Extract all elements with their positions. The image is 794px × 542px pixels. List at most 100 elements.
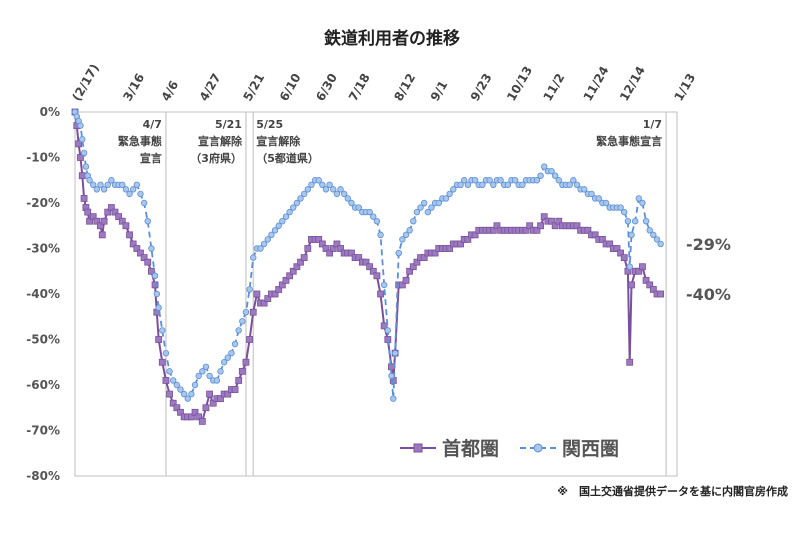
data-point <box>540 213 548 221</box>
data-point <box>249 308 257 316</box>
data-point <box>206 390 213 398</box>
event-annotation-text: 4/7 <box>143 118 162 131</box>
data-point <box>406 227 413 234</box>
data-point <box>522 226 530 234</box>
data-point <box>362 258 370 266</box>
x-tick-label: 4/27 <box>197 71 224 103</box>
data-point <box>304 245 312 252</box>
data-point <box>133 245 141 252</box>
legend-label: 関西圏 <box>562 438 619 460</box>
data-point <box>595 195 602 202</box>
data-point <box>471 231 479 239</box>
data-point <box>166 368 173 375</box>
data-point <box>620 254 628 262</box>
data-point <box>77 122 84 129</box>
legend-label: 首都圏 <box>442 437 499 460</box>
data-point <box>97 181 104 188</box>
data-point <box>322 186 330 193</box>
data-point <box>93 186 101 193</box>
data-point <box>497 177 504 184</box>
data-point <box>366 208 373 216</box>
series-1 <box>71 108 664 402</box>
data-point <box>153 290 161 298</box>
data-point <box>461 177 468 184</box>
data-point <box>100 186 108 193</box>
data-point <box>140 254 148 262</box>
data-point <box>333 240 341 248</box>
data-point <box>626 358 634 366</box>
data-point <box>526 222 534 230</box>
data-point <box>84 208 92 216</box>
data-point <box>293 199 301 207</box>
data-point <box>333 190 341 198</box>
data-point <box>450 186 457 193</box>
data-point <box>169 399 177 407</box>
data-point <box>293 263 301 271</box>
data-point <box>304 186 311 193</box>
data-point <box>107 204 115 211</box>
data-point <box>348 249 355 257</box>
data-point <box>377 231 384 239</box>
data-point <box>493 222 501 230</box>
data-point <box>548 167 555 175</box>
data-point <box>97 222 104 230</box>
data-point <box>151 272 159 279</box>
y-tick-label: -80% <box>26 469 60 483</box>
data-point <box>137 190 144 198</box>
data-point <box>588 190 595 198</box>
data-point <box>398 281 406 289</box>
data-point <box>424 208 432 216</box>
data-point <box>573 181 581 188</box>
event-annotations: 4/7 緊急事態宣言 5/21 宣言解除 （3府県） 5/25 宣言解除 （5都道県） 1/7 緊… <box>118 112 667 476</box>
data-point <box>104 181 111 188</box>
data-point <box>402 276 410 284</box>
x-tick-label: 3/16 <box>120 71 147 103</box>
data-point <box>570 177 577 184</box>
data-point <box>486 177 493 184</box>
data-point <box>286 208 293 216</box>
data-point <box>238 367 246 375</box>
data-point <box>581 186 588 193</box>
data-point <box>340 190 348 198</box>
data-point <box>391 349 399 357</box>
data-point <box>177 386 184 393</box>
data-point <box>318 240 326 248</box>
data-point <box>231 386 239 393</box>
data-point <box>279 217 286 225</box>
series-0 <box>71 108 665 425</box>
data-point <box>242 309 250 316</box>
data-point <box>271 290 279 298</box>
data-point <box>380 281 388 289</box>
data-point <box>268 231 275 239</box>
y-tick-label: -50% <box>26 333 60 347</box>
data-point <box>551 222 559 230</box>
data-point <box>464 235 472 243</box>
x-tick-label: 1/13 <box>671 71 698 103</box>
data-point <box>224 354 231 361</box>
data-point <box>202 404 210 412</box>
x-tick-label: 7/18 <box>346 71 373 103</box>
data-point <box>348 199 355 207</box>
data-point <box>246 286 253 293</box>
data-point <box>457 240 464 248</box>
data-point <box>220 359 228 366</box>
data-point <box>188 390 195 398</box>
data-point <box>631 217 639 225</box>
data-point <box>286 272 294 280</box>
data-point <box>319 181 326 188</box>
data-point <box>264 236 271 243</box>
data-point <box>537 222 544 230</box>
event-annotation-text: 宣言解除 <box>256 134 301 148</box>
data-point <box>231 340 239 348</box>
data-point <box>653 236 661 243</box>
data-point <box>242 358 250 366</box>
data-point <box>326 249 334 257</box>
data-point <box>115 213 123 221</box>
data-point <box>613 245 621 252</box>
data-point <box>93 217 101 225</box>
event-annotation-text: （5都道県） <box>256 151 319 165</box>
data-point <box>442 195 450 202</box>
data-point <box>213 377 221 384</box>
data-point <box>369 267 377 275</box>
data-point <box>108 177 115 184</box>
